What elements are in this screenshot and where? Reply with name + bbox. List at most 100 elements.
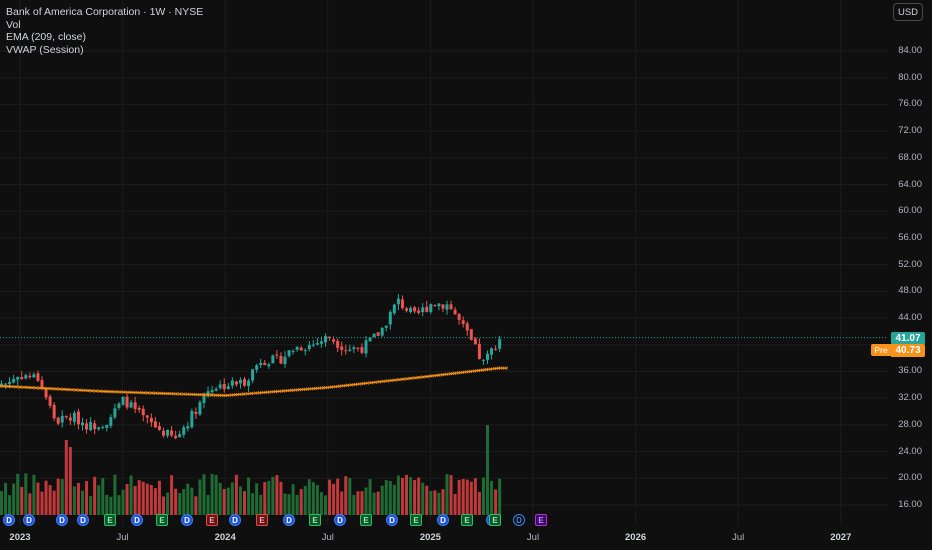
ema-marker <box>18 385 22 389</box>
earnings-marker-icon[interactable]: E <box>489 514 501 526</box>
vol-indicator-label[interactable]: Vol <box>6 18 21 31</box>
candle-body <box>332 339 336 342</box>
candle-body <box>413 307 417 312</box>
candle-body <box>64 415 68 418</box>
volume-bar <box>267 480 271 515</box>
ema-marker <box>369 380 373 385</box>
volume-bar <box>40 491 44 515</box>
ema-marker <box>150 391 154 395</box>
dividend-marker-icon[interactable]: D <box>229 514 241 526</box>
volume-bar <box>445 474 449 515</box>
ema-marker <box>118 390 122 394</box>
volume-bar <box>202 474 206 515</box>
earnings-marker-icon[interactable]: E <box>206 514 218 526</box>
candle-body <box>28 375 32 378</box>
volume-bar <box>413 480 417 515</box>
candle-body <box>453 309 457 315</box>
candle-body <box>12 378 16 383</box>
ema-marker <box>226 393 230 398</box>
candle-body <box>20 377 24 379</box>
volume-bar <box>230 482 234 515</box>
dividend-marker-icon[interactable]: D <box>386 514 398 526</box>
volume-bar <box>449 475 453 515</box>
earnings-marker-icon[interactable]: E <box>104 514 116 526</box>
ema-marker <box>429 374 433 378</box>
earnings-marker-icon[interactable]: E <box>309 514 321 526</box>
candle-body <box>299 347 303 351</box>
candle-body <box>429 304 433 313</box>
ema-marker <box>194 392 198 397</box>
price-axis-tick: 16.00 <box>898 499 922 510</box>
price-axis-tick: 20.00 <box>898 472 922 484</box>
volume-bar <box>441 489 445 515</box>
price-axis-tick: 72.00 <box>898 125 922 137</box>
price-axis-tick: 28.00 <box>898 418 922 430</box>
dividend-marker-icon[interactable]: D <box>77 514 89 526</box>
candle-body <box>405 308 408 311</box>
dividend-marker-icon[interactable]: D <box>334 514 346 526</box>
currency-button[interactable]: USD <box>893 3 923 21</box>
ema-marker <box>444 372 449 377</box>
ema-marker <box>377 380 381 384</box>
ema-marker <box>293 388 298 392</box>
volume-bar <box>307 479 311 515</box>
volume-bar <box>457 479 461 515</box>
volume-bar <box>283 493 287 515</box>
earnings-marker-icon[interactable]: E <box>535 514 547 526</box>
earnings-marker-icon[interactable]: E <box>360 514 372 526</box>
ema-marker <box>162 391 166 396</box>
time-axis-tick: Jul <box>526 532 540 543</box>
volume-bar <box>465 479 469 515</box>
time-axis-tick: 2025 <box>419 532 441 543</box>
dividend-marker-icon[interactable]: D <box>181 514 193 526</box>
volume-bar <box>477 491 481 515</box>
dividend-marker-icon[interactable]: D <box>437 514 449 526</box>
volume-bar <box>344 476 348 515</box>
ema-marker <box>210 393 214 397</box>
vwap-indicator-label[interactable]: VWAP (Session) <box>6 43 84 56</box>
volume-bar <box>498 478 502 515</box>
ema-marker <box>94 389 98 393</box>
price-axis-tick: 64.00 <box>898 178 922 190</box>
ema-marker <box>417 375 421 380</box>
price-axis-tick: 32.00 <box>898 392 922 404</box>
volume-bar <box>396 475 400 515</box>
earnings-marker-icon[interactable]: E <box>461 514 473 526</box>
ema-marker <box>229 393 234 397</box>
candle-body <box>85 423 89 430</box>
earnings-marker-icon[interactable]: E <box>410 514 422 526</box>
ema-marker <box>78 388 82 392</box>
candle-body <box>238 379 242 384</box>
ema-marker <box>349 383 354 387</box>
candle-body <box>417 310 421 313</box>
ema-indicator-label[interactable]: EMA (209, close) <box>6 31 86 43</box>
ema-marker <box>218 393 222 398</box>
candle-body <box>166 429 170 436</box>
volume-bar <box>194 496 198 515</box>
earnings-marker-icon[interactable]: E <box>256 514 268 526</box>
ema-marker <box>134 390 138 395</box>
dividend-marker-icon[interactable]: D <box>3 514 15 526</box>
candle-body <box>109 417 113 426</box>
candle-body <box>287 350 291 357</box>
symbol-title[interactable]: Bank of America Corporation · 1W · NYSE <box>6 6 204 18</box>
candle-body <box>24 375 28 379</box>
candle-body <box>259 362 263 366</box>
candle-body <box>206 391 210 396</box>
volume-bar <box>315 485 319 515</box>
volume-bar <box>437 492 441 515</box>
dividend-marker-icon[interactable]: D <box>131 514 143 526</box>
dividend-marker-icon[interactable]: D <box>283 514 295 526</box>
volume-bar <box>388 481 392 515</box>
volume-bar <box>166 492 170 515</box>
ema-marker <box>321 386 326 390</box>
dividend-marker-icon[interactable]: D <box>513 514 525 526</box>
ema-marker <box>373 380 377 385</box>
time-axis-tick: Jul <box>116 532 129 543</box>
dividend-marker-icon[interactable]: D <box>23 514 35 526</box>
candle-body <box>449 304 453 310</box>
earnings-marker-icon[interactable]: E <box>156 514 168 526</box>
volume-bar <box>125 484 129 515</box>
dividend-marker-icon[interactable]: D <box>56 514 68 526</box>
